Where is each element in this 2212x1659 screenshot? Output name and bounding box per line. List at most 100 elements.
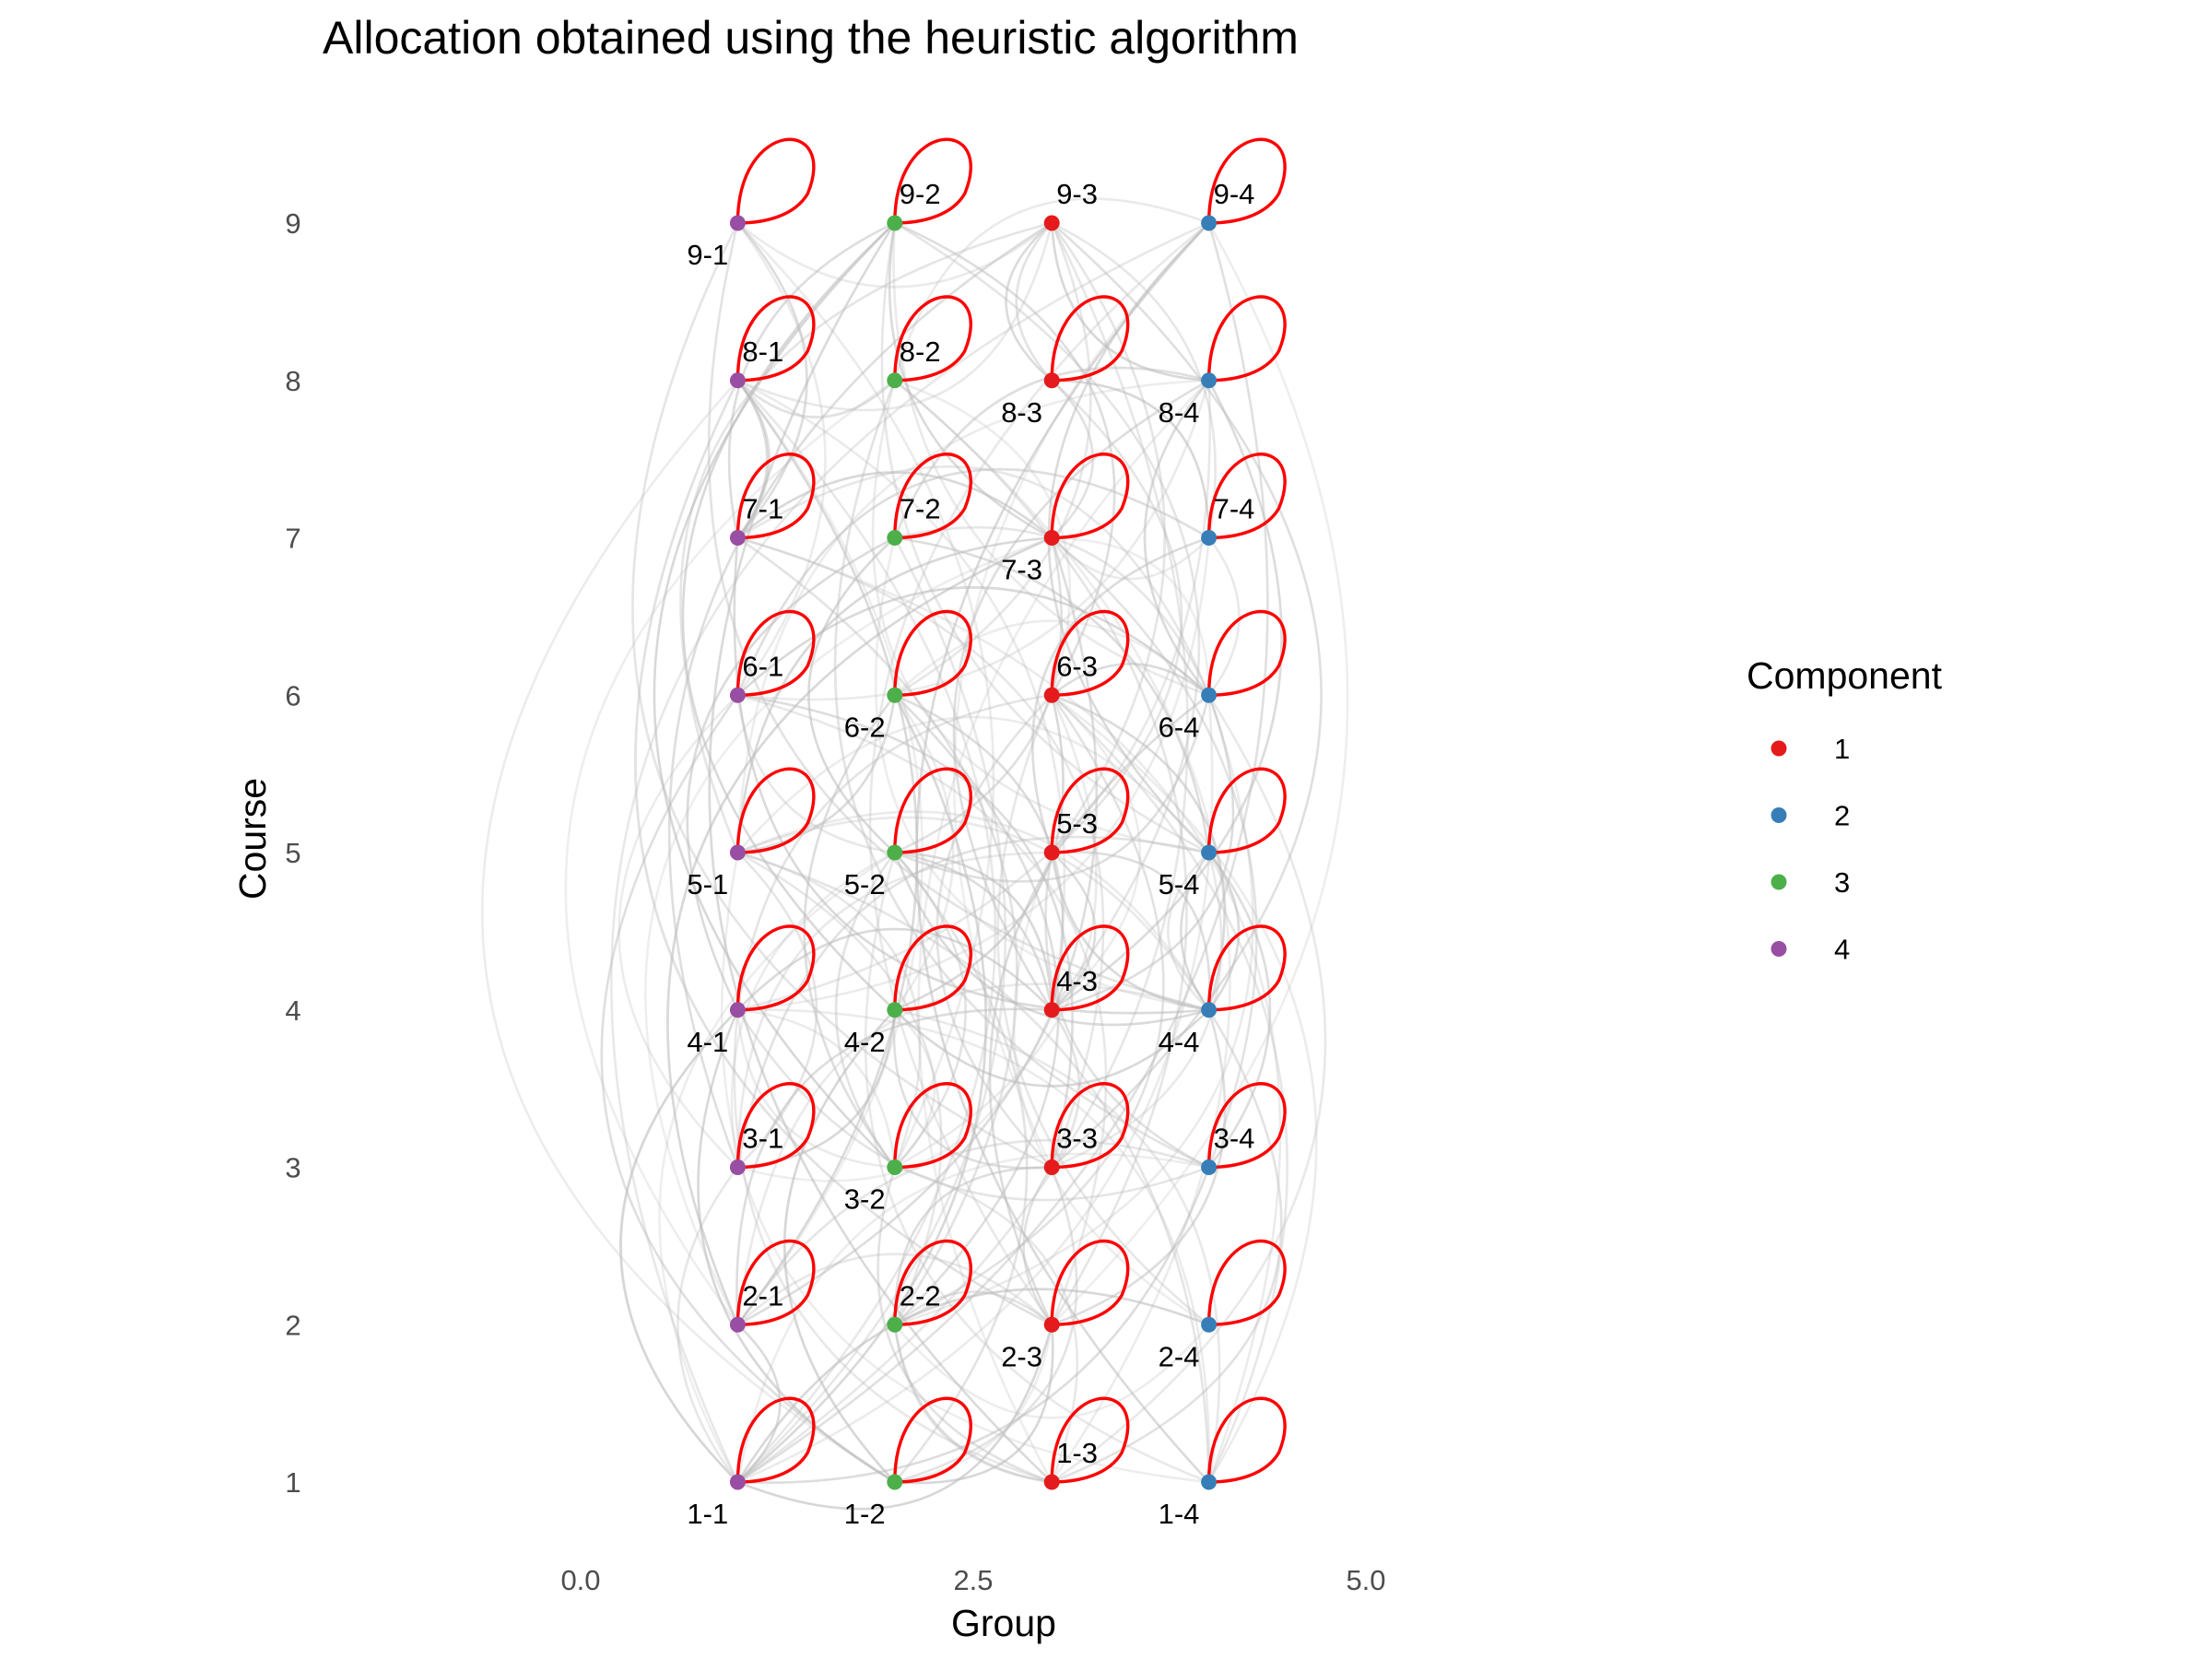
y-tick-label: 8 bbox=[285, 365, 300, 397]
edge bbox=[736, 586, 1210, 697]
y-tick-label: 5 bbox=[285, 837, 300, 869]
node-7-2 bbox=[887, 530, 903, 546]
self-loop bbox=[1206, 609, 1287, 697]
node-8-4 bbox=[1201, 372, 1218, 389]
y-tick-label: 1 bbox=[285, 1466, 300, 1499]
edge bbox=[737, 695, 897, 854]
edge bbox=[1207, 852, 1272, 1169]
node-label-2-2: 2-2 bbox=[900, 1279, 941, 1312]
node-label-8-2: 8-2 bbox=[900, 335, 941, 368]
node-label-1-2: 1-2 bbox=[844, 1498, 886, 1530]
node-label-7-3: 7-3 bbox=[1001, 554, 1042, 586]
self-loop bbox=[735, 1082, 816, 1170]
self-loop bbox=[735, 767, 816, 854]
edge bbox=[988, 694, 1210, 1325]
node-label-8-3: 8-3 bbox=[1001, 396, 1042, 429]
edge bbox=[1051, 380, 1283, 1011]
edge bbox=[1052, 536, 1210, 696]
edge bbox=[1051, 694, 1235, 1011]
node-6-3 bbox=[1043, 687, 1060, 703]
node-2-1 bbox=[729, 1316, 746, 1333]
self-loop bbox=[1206, 1396, 1287, 1484]
node-label-5-4: 5-4 bbox=[1159, 868, 1200, 900]
self-loop bbox=[1206, 1239, 1287, 1326]
self-loop bbox=[893, 924, 972, 1012]
edge bbox=[1143, 379, 1210, 697]
edge bbox=[1044, 852, 1210, 1169]
edge bbox=[894, 221, 1116, 696]
edges-layer bbox=[480, 197, 1349, 1511]
edge bbox=[618, 694, 739, 1169]
node-label-5-1: 5-1 bbox=[687, 868, 728, 900]
edge bbox=[834, 852, 896, 1169]
edge bbox=[681, 222, 896, 1011]
node-5-1 bbox=[729, 844, 746, 861]
edge bbox=[893, 852, 967, 1169]
node-label-9-2: 9-2 bbox=[900, 178, 941, 210]
node-4-4 bbox=[1201, 1002, 1218, 1018]
edge bbox=[894, 694, 1165, 1326]
self-loop bbox=[1206, 1082, 1287, 1170]
y-tick-label: 9 bbox=[285, 207, 300, 240]
y-axis-ticks: 1 2 3 4 5 6 7 8 9 bbox=[285, 207, 300, 1499]
edge bbox=[871, 380, 1209, 854]
node-1-4 bbox=[1201, 1474, 1218, 1490]
edge bbox=[782, 1008, 896, 1483]
node-5-4 bbox=[1201, 844, 1218, 861]
edge bbox=[893, 1324, 1053, 1484]
x-tick-label: 2.5 bbox=[953, 1564, 993, 1596]
edge bbox=[1051, 852, 1097, 1011]
self-loop bbox=[1206, 924, 1287, 1012]
edge bbox=[736, 693, 1053, 1010]
edge bbox=[833, 380, 1210, 1169]
self-loop bbox=[1206, 767, 1287, 854]
node-label-3-1: 3-1 bbox=[742, 1123, 783, 1155]
self-loop bbox=[1050, 1082, 1130, 1170]
edge bbox=[644, 536, 1053, 1325]
edge bbox=[1207, 536, 1241, 697]
edge bbox=[564, 379, 896, 1326]
self-loop bbox=[1050, 1396, 1130, 1484]
self-loop bbox=[893, 453, 972, 540]
edge bbox=[736, 1324, 782, 1483]
edge bbox=[600, 694, 896, 1484]
edge bbox=[737, 1008, 1211, 1483]
node-label-6-2: 6-2 bbox=[844, 711, 886, 743]
edge bbox=[736, 982, 1209, 1325]
edge bbox=[658, 851, 896, 1483]
self-loop bbox=[893, 609, 972, 697]
edge bbox=[737, 693, 1074, 1168]
node-4-1 bbox=[729, 1002, 746, 1018]
legend-label-3: 3 bbox=[1834, 866, 1850, 899]
node-label-9-4: 9-4 bbox=[1214, 178, 1255, 210]
legend-label-2: 2 bbox=[1834, 800, 1850, 832]
edge bbox=[1005, 222, 1053, 382]
edge bbox=[894, 1167, 1078, 1484]
edge bbox=[894, 694, 1254, 1326]
edge bbox=[1031, 536, 1210, 853]
edge bbox=[1051, 852, 1223, 1169]
node-9-4 bbox=[1201, 215, 1218, 231]
node-6-2 bbox=[887, 687, 903, 703]
edge bbox=[653, 222, 896, 1169]
edge bbox=[736, 1288, 1210, 1483]
edge bbox=[894, 1008, 1221, 1483]
node-9-1 bbox=[729, 215, 746, 231]
node-4-2 bbox=[887, 1002, 903, 1018]
node-label-8-4: 8-4 bbox=[1159, 396, 1200, 429]
edge bbox=[894, 536, 1210, 853]
self-loop bbox=[1206, 295, 1287, 382]
edge bbox=[1051, 536, 1210, 581]
x-axis-ticks: 0.0 2.5 5.0 bbox=[560, 1564, 1385, 1596]
node-label-7-1: 7-1 bbox=[742, 493, 783, 525]
self-loop bbox=[893, 767, 972, 854]
node-2-4 bbox=[1201, 1316, 1218, 1333]
node-6-1 bbox=[729, 687, 746, 703]
edge bbox=[736, 927, 1053, 1011]
node-label-9-1: 9-1 bbox=[687, 239, 728, 271]
edge bbox=[737, 380, 1210, 701]
legend-title: Component bbox=[1747, 654, 1943, 697]
edge bbox=[736, 1253, 1053, 1326]
edge bbox=[894, 525, 1210, 696]
edge bbox=[686, 536, 896, 1011]
